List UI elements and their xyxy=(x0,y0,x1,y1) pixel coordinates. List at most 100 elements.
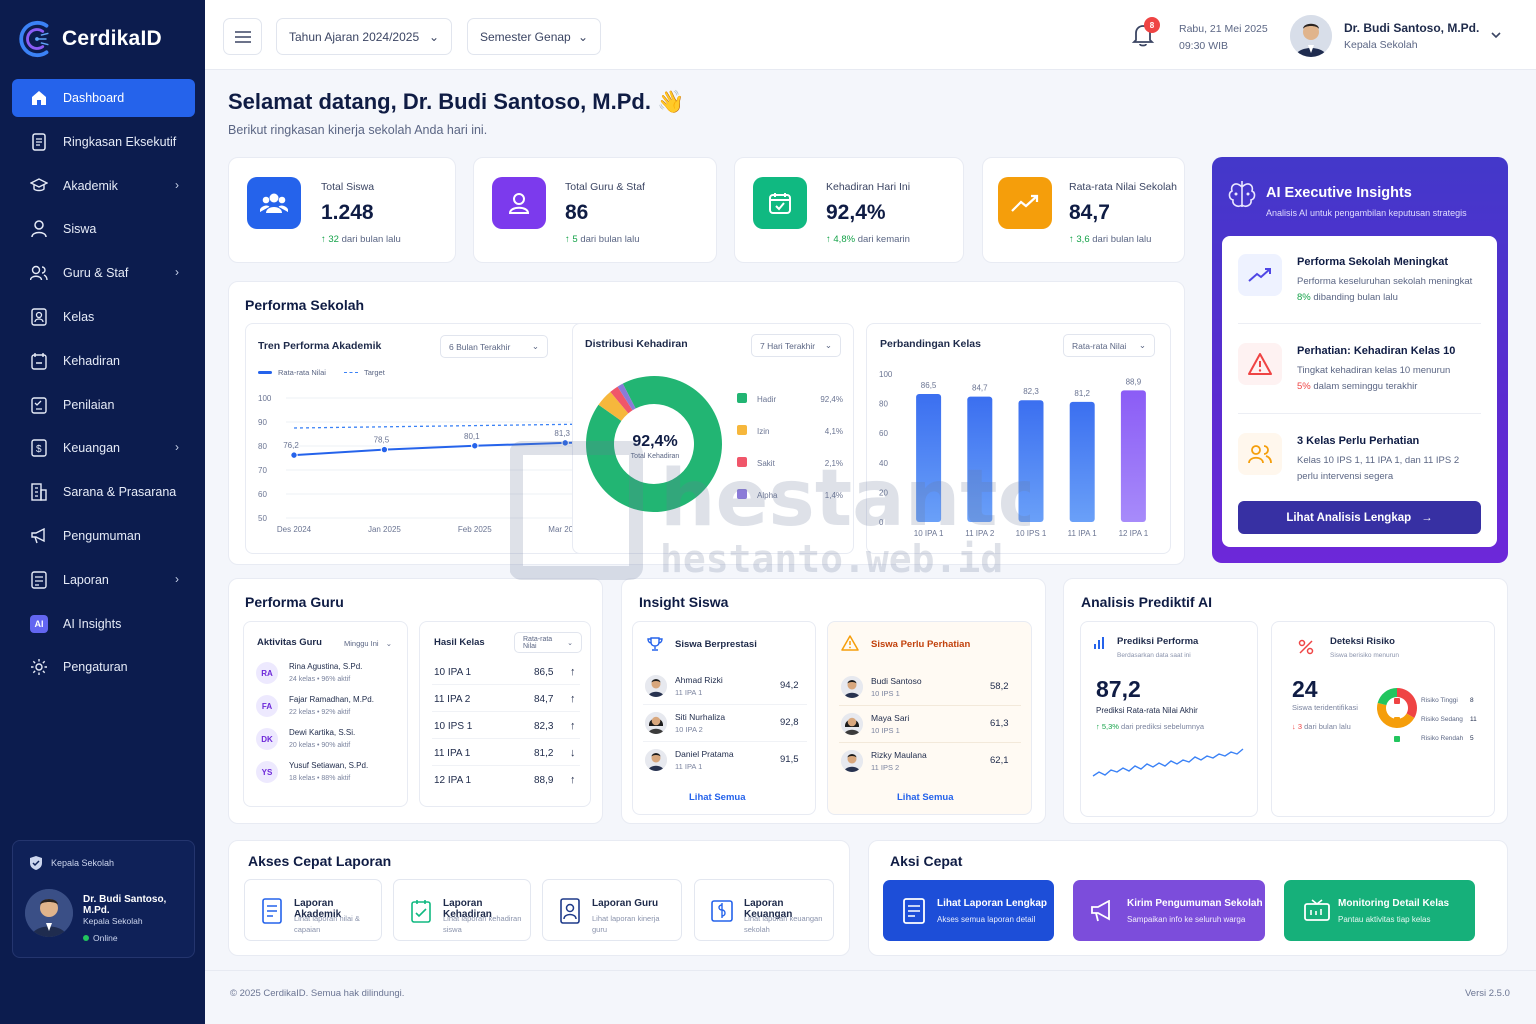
online-status: Online xyxy=(83,933,118,943)
delta-text: dari bulan lalu xyxy=(341,234,401,245)
bell-icon[interactable] xyxy=(1130,22,1156,48)
view-full-analysis-button[interactable]: Lihat Analisis Lengkap → xyxy=(1238,501,1481,534)
stat-card-total-guru[interactable]: Total Guru & Staf 86 ↑ 5 dari bulan lalu xyxy=(473,157,717,263)
y-tick-label: 80 xyxy=(258,442,267,451)
risk-slice[interactable] xyxy=(1377,688,1397,706)
avatar xyxy=(645,675,667,697)
legend-value: 1,4% xyxy=(825,491,843,500)
delta-text: dari kemarin xyxy=(857,234,910,245)
quick-report-card[interactable]: Laporan Guru Lihat laporan kinerja guru xyxy=(542,879,682,941)
current-date: Rabu, 21 Mei 2025 xyxy=(1179,23,1268,35)
sidebar: CerdikaID Dashboard Ringkasan Eksekutif … xyxy=(0,0,205,1024)
donut-slice-alpha[interactable] xyxy=(617,383,636,411)
donut-slice-izin[interactable] xyxy=(598,391,629,421)
bar[interactable] xyxy=(967,396,993,522)
trend-period-select[interactable]: 6 Bulan Terakhir ⌄ xyxy=(440,335,548,358)
sidebar-item-ringkasan[interactable]: Ringkasan Eksekutif xyxy=(12,123,195,161)
app-logo[interactable]: CerdikaID xyxy=(18,18,162,60)
sidebar-item-guru-staf[interactable]: Guru & Staf › xyxy=(12,254,195,292)
risk-slice[interactable] xyxy=(1397,688,1417,718)
sidebar-item-laporan[interactable]: Laporan › xyxy=(12,561,195,599)
prediction-label: Prediksi Rata-rata Nilai Akhir xyxy=(1096,706,1198,715)
stat-card-total-siswa[interactable]: Total Siswa 1.248 ↑ 32 dari bulan lalu xyxy=(228,157,456,263)
data-point[interactable] xyxy=(471,442,479,450)
sidebar-item-pengumuman[interactable]: Pengumuman xyxy=(12,517,195,555)
results-metric-select[interactable]: Rata-rata Nilai ⌄ xyxy=(514,632,582,653)
sidebar-item-penilaian[interactable]: Penilaian xyxy=(12,386,195,424)
row-divider xyxy=(839,742,1021,743)
quick-report-card[interactable]: Laporan Keuangan Lihat laporan keuangan s… xyxy=(694,879,834,941)
menu-toggle-button[interactable] xyxy=(223,18,262,55)
teacher-activity-card: Aktivitas Guru Minggu Ini ⌄ RA Rina Agusti… xyxy=(243,621,408,807)
brain-circuit-icon xyxy=(1228,181,1256,207)
quick-report-card[interactable]: Laporan Akademik Lihat laporan nilai & ca… xyxy=(244,879,382,941)
bar[interactable] xyxy=(1069,401,1095,522)
comparison-metric-select[interactable]: Rata-rata Nilai ⌄ xyxy=(1063,334,1155,357)
profile-role: Kepala Sekolah xyxy=(83,916,143,926)
data-label: 78,5 xyxy=(374,436,390,445)
student-class: 11 IPA 1 xyxy=(675,688,703,697)
action-card-pengumuman[interactable]: Kirim Pengumuman Sekolah Sampaikan info … xyxy=(1073,880,1265,941)
donut-center: 92,4% Total Kehadiran xyxy=(605,433,705,460)
student-name: Budi Santoso xyxy=(871,676,922,686)
teacher-icon xyxy=(492,177,546,229)
insight-desc-text: Performa keseluruhan sekolah meningkat xyxy=(1297,276,1473,287)
sidebar-item-keuangan[interactable]: $ Keuangan › xyxy=(12,429,195,467)
sidebar-item-dashboard[interactable]: Dashboard xyxy=(12,79,195,117)
chart-title: Tren Performa Akademik xyxy=(258,340,382,352)
arrow-up-icon: ↑ xyxy=(570,774,576,786)
activity-period-select[interactable]: Minggu Ini ⌄ xyxy=(336,633,400,653)
stat-card-kehadiran[interactable]: Kehadiran Hari Ini 92,4% ↑ 4,8% dari kem… xyxy=(734,157,964,263)
x-tick-label: 10 IPS 1 xyxy=(1016,529,1047,538)
sidebar-item-akademik[interactable]: Akademik › xyxy=(12,167,195,205)
x-tick-label: 11 IPA 2 xyxy=(965,529,995,538)
avatar[interactable] xyxy=(1290,15,1332,57)
select-value: Rata-rata Nilai xyxy=(1072,340,1127,351)
user-name[interactable]: Dr. Budi Santoso, M.Pd. xyxy=(1344,21,1480,35)
attendance-donut-chart: Hadir 92,4% Izin 4,1% Sakit 2,1% Alpha 1,4% xyxy=(586,376,843,512)
class-score: 86,5 xyxy=(534,667,554,678)
delta-value: 4,8% xyxy=(833,234,856,245)
data-point[interactable] xyxy=(290,451,298,459)
view-all-link[interactable]: Lihat Semua xyxy=(689,792,746,803)
delta-text: dari prediksi sebelumnya xyxy=(1121,722,1205,731)
donut-slice-sakit[interactable] xyxy=(610,386,633,414)
chevron-down-icon[interactable] xyxy=(1490,30,1502,40)
data-point[interactable] xyxy=(561,439,569,447)
sidebar-item-ai-insights[interactable]: AI AI Insights xyxy=(12,605,195,643)
panel-subtitle: Analisis AI untuk pengambilan keputusan … xyxy=(1266,208,1467,218)
avatar xyxy=(645,749,667,771)
sidebar-item-kelas[interactable]: Kelas xyxy=(12,298,195,336)
bar[interactable] xyxy=(916,393,942,522)
action-card-laporan[interactable]: Lihat Laporan Lengkap Akses semua lapora… xyxy=(883,880,1054,941)
sidebar-profile-card[interactable]: Kepala Sekolah Dr. Budi Santoso, M.Pd. K… xyxy=(12,840,195,958)
delta-value: 3,6 xyxy=(1076,234,1090,245)
card-title: Siswa Perlu Perhatian xyxy=(871,639,971,650)
donut-slice-hadir[interactable] xyxy=(586,376,722,512)
notification-badge: 8 xyxy=(1144,17,1160,33)
bar[interactable] xyxy=(1018,400,1044,522)
insight-title: Perhatian: Kehadiran Kelas 10 xyxy=(1297,345,1456,357)
data-point[interactable] xyxy=(380,445,389,454)
risk-slice[interactable] xyxy=(1377,702,1415,728)
action-card-monitoring[interactable]: Monitoring Detail Kelas Pantau aktivitas… xyxy=(1284,880,1475,941)
status-text: Online xyxy=(93,933,118,943)
delta-text: dari bulan lalu xyxy=(580,234,640,245)
sidebar-item-sarana[interactable]: Sarana & Prasarana xyxy=(12,473,195,511)
semester-select[interactable]: Semester Genap ⌄ xyxy=(467,18,601,55)
quick-report-card[interactable]: Laporan Kehadiran Lihat laporan kehadiran… xyxy=(393,879,531,941)
class-icon xyxy=(30,308,48,326)
building-icon xyxy=(30,483,48,501)
bar-chart-icon xyxy=(1094,637,1104,649)
stat-card-rata-rata[interactable]: Rata-rata Nilai Sekolah 84,7 ↑ 3,6 dari … xyxy=(982,157,1185,263)
avatar xyxy=(841,676,863,698)
sidebar-item-kehadiran[interactable]: Kehadiran xyxy=(12,342,195,380)
bar[interactable] xyxy=(1120,390,1146,522)
attendance-period-select[interactable]: 7 Hari Terakhir ⌄ xyxy=(751,334,841,357)
sidebar-nav: Dashboard Ringkasan Eksekutif Akademik ›… xyxy=(12,79,195,692)
view-all-link[interactable]: Lihat Semua xyxy=(897,792,954,803)
insight-highlight: 8% xyxy=(1297,292,1311,303)
sidebar-item-siswa[interactable]: Siswa xyxy=(12,210,195,248)
academic-year-select[interactable]: Tahun Ajaran 2024/2025 ⌄ xyxy=(276,18,452,55)
sidebar-item-pengaturan[interactable]: Pengaturan xyxy=(12,648,195,686)
